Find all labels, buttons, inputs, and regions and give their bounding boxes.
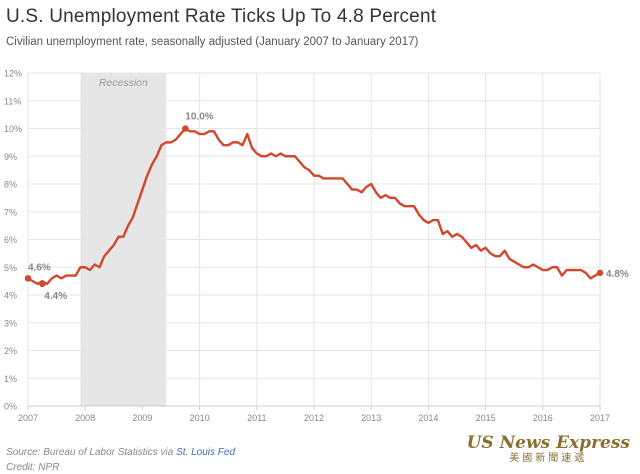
- annotation-label: 4.6%: [28, 262, 51, 273]
- annotation-marker: [39, 280, 46, 288]
- annotation-marker: [24, 275, 32, 282]
- y-tick-label: 3%: [4, 318, 17, 328]
- annotation-marker: [596, 269, 604, 276]
- x-tick-label: 2010: [190, 413, 210, 423]
- x-tick-label: 2015: [476, 413, 496, 423]
- recession-label: Recession: [99, 77, 148, 89]
- source-link[interactable]: St. Louis Fed: [176, 447, 236, 458]
- y-tick-label: 12%: [4, 69, 22, 79]
- x-tick-label: 2012: [304, 413, 324, 423]
- watermark-logo: US News Express 美國新聞速遞: [467, 434, 630, 466]
- y-tick-label: 6%: [4, 235, 17, 245]
- x-tick-label: 2017: [590, 413, 610, 423]
- credit-note: Credit: NPR: [6, 462, 60, 473]
- x-tick-label: 2007: [18, 413, 38, 423]
- y-tick-label: 11%: [4, 96, 21, 106]
- source-note: Source: Bureau of Labor Statistics via S…: [6, 447, 235, 458]
- chart-title: U.S. Unemployment Rate Ticks Up To 4.8 P…: [6, 6, 437, 27]
- y-tick-label: 4%: [4, 291, 17, 301]
- annotation-label: 10.0%: [185, 112, 213, 123]
- y-tick-label: 10%: [4, 124, 22, 134]
- x-tick-label: 2013: [361, 413, 381, 423]
- source-prefix: Source: Bureau of Labor Statistics via: [6, 447, 177, 458]
- y-tick-label: 1%: [4, 374, 17, 384]
- x-tick-label: 2016: [533, 413, 553, 423]
- y-tick-label: 7%: [4, 207, 17, 217]
- watermark-english: US News Express: [466, 433, 630, 453]
- watermark-chinese: 美國新聞速遞: [509, 453, 588, 464]
- annotation-marker: [182, 125, 189, 132]
- x-tick-label: 2011: [247, 413, 266, 423]
- x-tick-label: 2008: [75, 413, 95, 423]
- chart-subtitle: Civilian unemployment rate, seasonally a…: [6, 36, 419, 48]
- unemployment-rate-line: [26, 127, 602, 286]
- y-tick-label: 8%: [4, 180, 17, 190]
- x-tick-label: 2014: [418, 413, 438, 423]
- y-tick-label: 5%: [4, 263, 17, 273]
- y-tick-label: 0%: [4, 402, 17, 412]
- annotation-label: 4.4%: [44, 291, 67, 302]
- x-tick-label: 2009: [132, 413, 152, 423]
- y-tick-label: 9%: [4, 152, 17, 162]
- annotation-label: 4.8%: [606, 269, 629, 280]
- y-tick-label: 2%: [4, 346, 17, 356]
